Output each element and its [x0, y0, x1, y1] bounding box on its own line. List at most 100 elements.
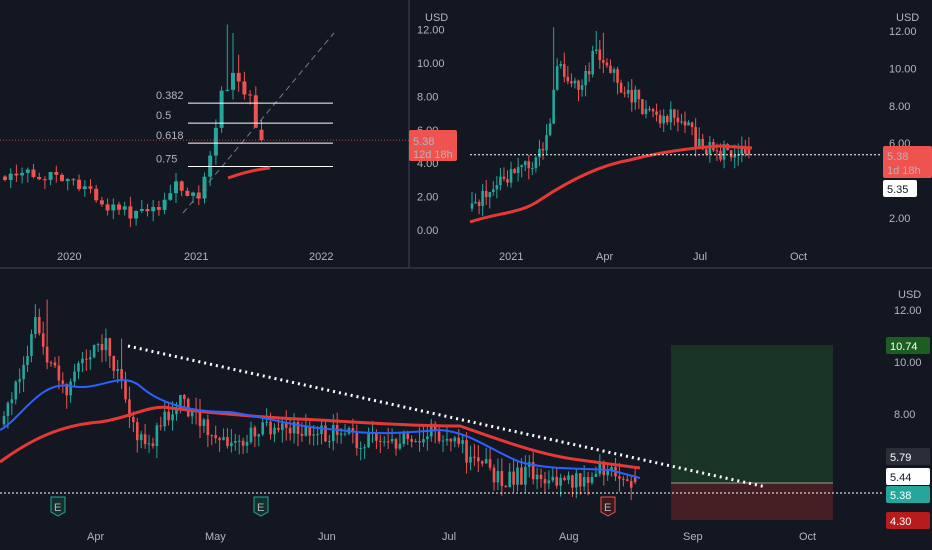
earnings-marker-shape — [600, 496, 616, 517]
daily-candle — [570, 81, 573, 84]
recent-candle — [135, 422, 139, 441]
recent-candle — [292, 422, 296, 434]
recent-candle — [124, 380, 127, 400]
price-tag-value: 5.38 — [413, 136, 434, 148]
recent-candle — [183, 394, 186, 400]
recent-candle — [155, 425, 159, 446]
weekly-candle — [65, 179, 70, 182]
weekly-candle — [48, 171, 53, 180]
recent-candle — [151, 443, 155, 446]
trend-dashed-line — [182, 32, 335, 214]
y-tick-label: 2.00 — [889, 213, 910, 225]
daily-candle — [470, 203, 474, 209]
panel-weekly: 12.0010.008.006.004.002.000.00USD2020202… — [0, 12, 457, 263]
recent-candle — [132, 416, 135, 423]
daily-candle — [626, 89, 630, 94]
weekly-candle — [82, 186, 87, 190]
recent-candle — [81, 358, 84, 364]
daily-candle — [623, 92, 626, 94]
fib-level-label: 0.5 — [156, 110, 171, 122]
recent-candle — [108, 338, 112, 357]
daily-candle — [651, 109, 655, 112]
recent-candle — [300, 433, 304, 436]
recent-candle — [34, 316, 37, 335]
recent-candle — [112, 356, 116, 371]
recent-candle — [606, 469, 609, 476]
daily-candle — [676, 117, 680, 123]
x-tick-label: 2022 — [309, 251, 333, 263]
recent-candle — [496, 471, 500, 483]
weekly-candle — [88, 186, 93, 189]
y-tick-label: 8.00 — [417, 91, 438, 103]
ma-blue-line — [0, 379, 641, 479]
panel-daily-recent: 12.00 10.00 8.00 USD Apr May Jun Jul Aug Sep Oct E E… — [0, 289, 930, 543]
recent-candle — [406, 433, 410, 440]
weekly-candle — [162, 199, 167, 210]
weekly-candle — [179, 181, 184, 191]
level-tag: 5.35 — [883, 180, 917, 197]
daily-candle — [502, 176, 506, 180]
recent-candle — [233, 441, 237, 443]
price-tag-countdown: 1d 18h — [887, 165, 921, 177]
recent-candle — [622, 478, 625, 480]
price-tag-light-box — [886, 468, 930, 485]
daily-candle — [701, 138, 705, 150]
x-tick-label: Oct — [799, 531, 816, 543]
recent-candle — [253, 427, 257, 437]
recent-candle — [237, 440, 241, 442]
x-tick-label: Sep — [683, 531, 703, 543]
recent-candle — [104, 338, 108, 351]
daily-candle — [683, 121, 687, 126]
daily-candle — [545, 135, 548, 151]
recent-candle — [210, 435, 214, 437]
price-tag-stop-text: 4.30 — [890, 516, 911, 528]
level-tag-text: 5.35 — [887, 184, 908, 196]
recent-candle — [422, 439, 425, 443]
price-tag — [409, 130, 457, 161]
daily-candle — [477, 201, 481, 206]
daily-candle — [616, 69, 619, 83]
y-tick-label: 12.00 — [417, 25, 445, 37]
weekly-candle — [174, 181, 178, 194]
weekly-candle — [242, 81, 247, 95]
daily-candle — [563, 64, 566, 77]
daily-candle — [509, 169, 513, 183]
daily-candle — [499, 176, 502, 186]
recent-candle — [508, 471, 511, 488]
weekly-candle — [111, 204, 116, 211]
x-tick-label: 2020 — [57, 251, 81, 263]
recent-candle — [37, 316, 41, 334]
daily-candle — [573, 80, 577, 84]
price-tag-countdown: 12d 18h — [413, 149, 453, 161]
earnings-marker: E — [253, 496, 269, 517]
recent-candle — [398, 443, 402, 449]
x-tick-label: Aug — [559, 531, 579, 543]
recent-candle — [206, 419, 210, 436]
recent-candle — [18, 379, 21, 382]
moving-average-line — [227, 166, 271, 180]
daily-candle — [527, 161, 531, 169]
fib-level-label: 0.618 — [156, 130, 184, 142]
recent-candle — [179, 394, 182, 410]
daily-candle — [580, 85, 584, 90]
earnings-marker-label: E — [604, 502, 611, 514]
daily-candle — [655, 111, 658, 116]
daily-candle — [697, 138, 701, 147]
daily-candle — [566, 76, 570, 82]
daily-candle — [644, 108, 648, 115]
daily-candle — [481, 190, 484, 206]
recent-candle — [551, 476, 555, 481]
recent-candle — [500, 471, 504, 486]
daily-candle — [605, 62, 609, 66]
weekly-candle — [253, 95, 258, 128]
recent-candle — [390, 439, 394, 442]
y-tick-label: 12.00 — [889, 26, 917, 38]
weekly-candle — [231, 72, 235, 90]
weekly-candle — [105, 204, 110, 211]
recent-candle — [469, 456, 472, 463]
daily-candle — [662, 115, 665, 124]
recent-candle — [269, 421, 272, 435]
recent-candle — [375, 432, 378, 441]
recent-candle — [143, 434, 147, 444]
